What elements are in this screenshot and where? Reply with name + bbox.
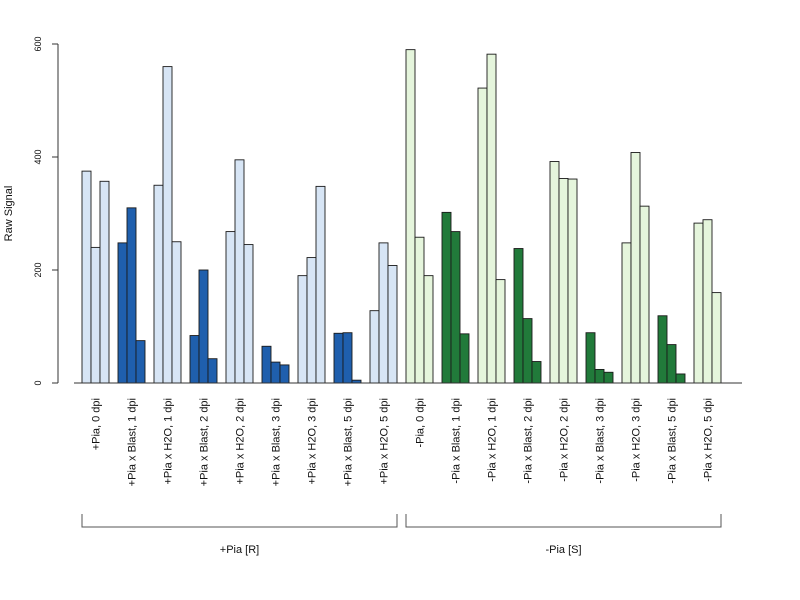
bar — [567, 178, 578, 384]
bar — [657, 315, 668, 384]
category-label: +Pia, 0 dpi — [91, 398, 103, 450]
bar — [81, 170, 92, 384]
category-label: -Pia x H2O, 3 dpi — [631, 398, 643, 482]
bar — [162, 66, 173, 384]
category-label: -Pia x Blast, 1 dpi — [451, 398, 463, 484]
y-tick-label: 400 — [33, 149, 43, 164]
bar — [297, 275, 308, 384]
bar — [621, 242, 632, 384]
bar — [126, 207, 137, 384]
y-ticks: 0 200 400 600 — [33, 36, 58, 386]
category-label: -Pia x Blast, 5 dpi — [667, 398, 679, 484]
bar — [558, 178, 569, 384]
bar — [207, 358, 218, 384]
bar — [135, 340, 146, 384]
bars-layer — [81, 49, 722, 384]
bar — [342, 332, 353, 384]
category-label: -Pia, 0 dpi — [415, 398, 427, 448]
category-label: +Pia x H2O, 1 dpi — [163, 398, 175, 485]
bar — [189, 335, 200, 384]
bar — [153, 184, 164, 384]
y-tick-label: 200 — [33, 262, 43, 277]
category-label: -Pia x H2O, 5 dpi — [703, 398, 715, 482]
bar — [315, 185, 326, 384]
y-axis-title: Raw Signal — [3, 186, 15, 242]
bar — [171, 241, 182, 384]
bar — [369, 310, 380, 384]
bar — [666, 344, 677, 384]
bar — [522, 318, 533, 384]
bar — [675, 373, 686, 384]
group-label: +Pia [R] — [220, 544, 259, 556]
bar — [198, 269, 209, 384]
group-label: -Pia [S] — [545, 544, 581, 556]
category-label: -Pia x H2O, 2 dpi — [559, 398, 571, 482]
category-labels: +Pia, 0 dpi +Pia x Blast, 1 dpi +Pia x H2O… — [91, 398, 715, 486]
bar — [693, 222, 704, 384]
axes — [57, 44, 742, 384]
bar — [99, 180, 110, 384]
bar — [270, 361, 281, 384]
bar — [630, 152, 641, 384]
bar — [279, 364, 290, 384]
bar — [477, 87, 488, 384]
category-label: -Pia x H2O, 1 dpi — [487, 398, 499, 482]
category-label: -Pia x Blast, 3 dpi — [595, 398, 607, 484]
bar — [711, 292, 722, 384]
group-bracket — [81, 514, 398, 528]
category-label: +Pia x H2O, 3 dpi — [307, 398, 319, 485]
bar — [261, 345, 272, 384]
bar — [603, 371, 614, 384]
category-label: +Pia x H2O, 5 dpi — [379, 398, 391, 485]
bar — [495, 279, 506, 384]
bar — [117, 242, 128, 384]
y-tick-label: 0 — [33, 380, 43, 385]
group-brackets: +Pia [R] -Pia [S] — [81, 514, 722, 556]
bar — [90, 246, 101, 384]
bar — [405, 49, 416, 384]
bar — [306, 257, 317, 384]
category-label: +Pia x Blast, 2 dpi — [199, 398, 211, 486]
bar — [441, 211, 452, 384]
bar — [378, 242, 389, 384]
bar — [387, 265, 398, 384]
bar — [234, 159, 245, 384]
category-label: +Pia x Blast, 5 dpi — [343, 398, 355, 486]
bar — [531, 361, 542, 384]
bar — [423, 275, 434, 384]
bar — [594, 368, 605, 384]
bar — [450, 231, 461, 384]
bar — [225, 231, 236, 384]
category-label: +Pia x Blast, 1 dpi — [127, 398, 139, 486]
bar — [333, 332, 344, 384]
bar — [549, 161, 560, 384]
bar — [459, 333, 470, 384]
bar — [702, 219, 713, 384]
category-label: +Pia x H2O, 2 dpi — [235, 398, 247, 485]
category-label: +Pia x Blast, 3 dpi — [271, 398, 283, 486]
category-label: -Pia x Blast, 2 dpi — [523, 398, 535, 484]
bar — [513, 248, 524, 384]
y-tick-label: 600 — [33, 36, 43, 51]
group-bracket — [405, 514, 722, 528]
bar — [585, 332, 596, 384]
bar — [243, 244, 254, 384]
bar — [639, 205, 650, 384]
bar — [414, 236, 425, 384]
bar — [486, 53, 497, 384]
